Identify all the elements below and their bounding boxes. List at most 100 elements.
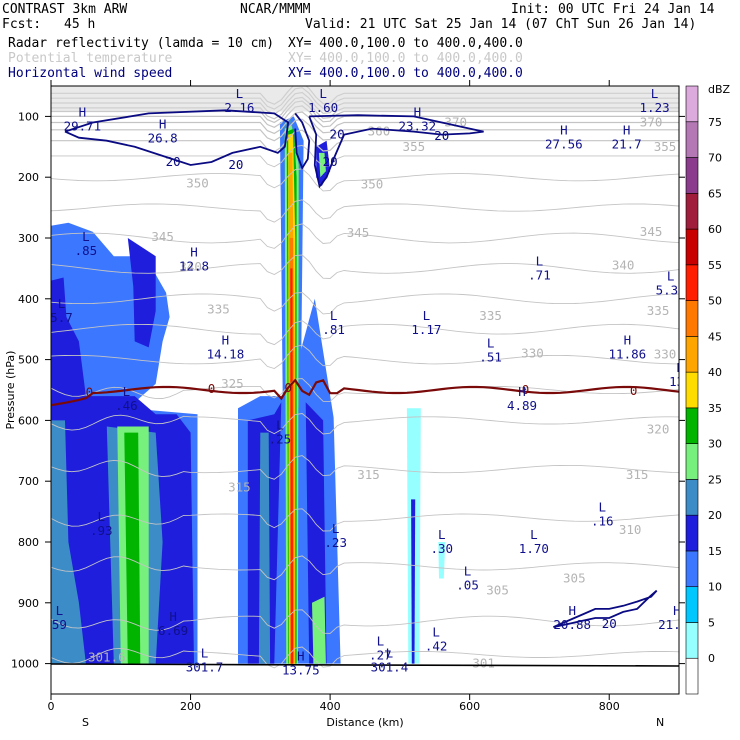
extremum-label: L.42 — [425, 624, 448, 653]
wind-contour — [294, 112, 311, 171]
extremum-label: H26.8 — [148, 117, 178, 146]
theta-contour — [51, 129, 679, 153]
extremum-label: L.23 — [324, 521, 347, 550]
title: CONTRAST 3km ARW — [2, 2, 127, 17]
extremum-marker: L — [598, 500, 606, 515]
extremum-value: 27.56 — [545, 137, 583, 152]
extremum-marker: H — [518, 384, 526, 399]
colorbar-swatch — [685, 300, 699, 337]
extremum-marker: L — [667, 269, 675, 284]
colorbar-swatch — [685, 371, 699, 409]
extremum-label: L1.23 — [640, 86, 670, 115]
extremum-label: L.05 — [456, 563, 479, 592]
extremum-marker: L — [386, 646, 394, 661]
x-tick-label: 600 — [459, 700, 480, 713]
extremum-value: 11.86 — [609, 346, 647, 361]
y-tick-label: 800 — [18, 536, 39, 549]
extremum-marker: L — [377, 633, 385, 648]
extremum-label: L.71 — [528, 253, 551, 282]
extremum-label: H20.88 — [553, 603, 591, 632]
theta-contour — [51, 254, 679, 279]
extremum-value: .81 — [322, 322, 345, 337]
extremum-marker: H — [297, 649, 305, 664]
wind-contour — [553, 589, 658, 628]
extremum-marker: H — [673, 603, 681, 618]
extremum-value: .16 — [591, 514, 614, 529]
extremum-label: L.30 — [430, 527, 453, 556]
colorbar-label: 10 — [708, 581, 722, 594]
x-tick-label: 0 — [48, 700, 55, 713]
forecast-label: Fcst: — [2, 17, 41, 32]
extremum-value: 26.8 — [148, 131, 178, 146]
extremum-value: 5.7 — [50, 310, 73, 325]
extremum-label: H13.75 — [282, 649, 320, 678]
theta-contour — [51, 413, 679, 435]
theta-label: 360 — [368, 124, 391, 139]
theta-label: 345 — [640, 224, 663, 239]
theta-label: 301.6 — [88, 650, 126, 665]
extremum-value: .93 — [90, 523, 113, 538]
plot-frame — [50, 85, 680, 695]
theta-label: 335 — [207, 302, 230, 317]
extremum-marker: H — [159, 117, 167, 132]
theta-label: 310 — [619, 522, 642, 537]
refl-region — [127, 238, 156, 348]
field-wind: Horizontal wind speed — [8, 66, 172, 81]
field-theta-xy: XY= 400.0,100.0 to 400.0,400.0 — [288, 51, 523, 66]
extremum-marker: H — [568, 603, 576, 618]
wind-contour-label: 20 — [323, 154, 338, 169]
theta-label: 340 — [612, 257, 635, 272]
extremum-label: L.25 — [269, 418, 292, 447]
freezing-level-label: 0 — [630, 383, 638, 398]
field-theta: Potential temperature — [8, 51, 173, 66]
colorbar-label: 40 — [708, 366, 722, 379]
extremum-value: .27 — [369, 647, 392, 662]
theta-label: 330 — [654, 347, 677, 362]
theta-label: 315 — [357, 467, 380, 482]
extremum-value: 2.16 — [224, 100, 254, 115]
colorbar-label: 45 — [708, 330, 722, 343]
theta-contour — [51, 223, 679, 249]
extremum-marker: H — [79, 104, 87, 119]
extremum-marker: L — [487, 335, 495, 350]
theta-label: 320 — [647, 422, 670, 437]
extremum-marker: H — [677, 360, 685, 375]
theta-contour — [51, 555, 679, 581]
theta-label: 350 — [186, 175, 209, 190]
extremum-value: 21.66 — [658, 617, 696, 632]
y-tick-label: 900 — [18, 597, 39, 610]
extremum-marker: H — [414, 104, 422, 119]
extremum-value: 23.32 — [399, 118, 437, 133]
extremum-value: .42 — [425, 638, 448, 653]
colorbar-label: 20 — [708, 509, 722, 522]
colorbar-label: 30 — [708, 438, 722, 451]
extremum-marker: H — [169, 609, 177, 624]
extremum-label: L1.60 — [308, 86, 338, 115]
extremum-label: H6.69 — [158, 609, 188, 638]
extremum-value: .85 — [75, 243, 98, 258]
wind-contour-label: 20 — [330, 127, 345, 142]
extremum-label: H21.66 — [658, 603, 696, 632]
theta-contour — [51, 508, 679, 532]
extremum-label: H4.89 — [507, 384, 537, 413]
extremum-marker: L — [319, 86, 327, 101]
y-tick-label: 500 — [18, 354, 39, 367]
extremum-label: H27.56 — [545, 123, 583, 152]
extremum-marker: L — [464, 563, 472, 578]
theta-contour — [51, 105, 679, 128]
colorbar-swatch — [685, 443, 699, 480]
theta-label: 370 — [444, 114, 467, 129]
extremum-value: 13.75 — [282, 663, 320, 678]
colorbar-label: 60 — [708, 223, 722, 236]
colorbar-swatch — [685, 479, 699, 516]
extremum-value: .71 — [528, 267, 551, 282]
extremum-marker: H — [623, 123, 631, 138]
extremum-marker: L — [201, 646, 209, 661]
colorbar-swatch — [685, 550, 699, 588]
y-tick-label: 100 — [18, 110, 39, 123]
extremum-value: .25 — [269, 432, 292, 447]
extremum-value: 4.89 — [507, 398, 537, 413]
extremum-label: L2.16 — [224, 86, 254, 115]
